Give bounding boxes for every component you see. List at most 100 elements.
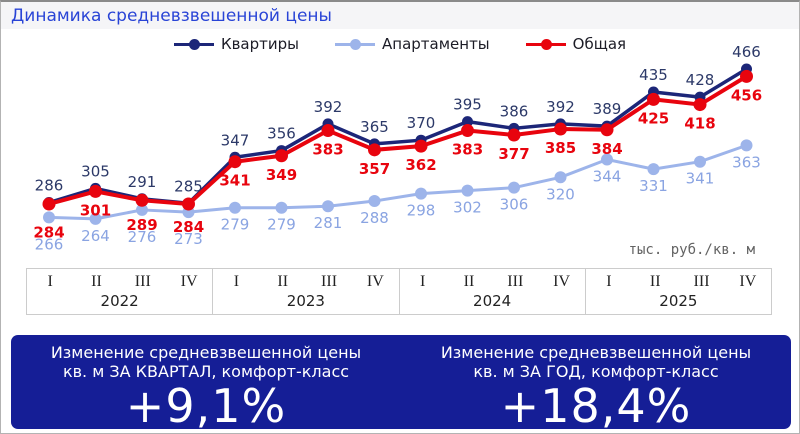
axis-quarter-label: II	[649, 273, 661, 290]
kpi-quarter-value: +9,1%	[125, 379, 287, 433]
label-obshchaya-9: 383	[452, 141, 483, 159]
label-kvartiry-6: 392	[314, 98, 343, 116]
label-obshchaya-11: 385	[545, 139, 576, 157]
axis-year-label: 2022	[100, 292, 139, 310]
label-apartamenty-1: 264	[81, 227, 110, 245]
label-apartamenty-7: 288	[360, 209, 389, 227]
point-apartamenty-2022-I	[43, 211, 55, 224]
point-apartamenty-2025-I	[601, 153, 613, 166]
label-obshchaya-13: 425	[638, 109, 669, 127]
legend-label: Квартиры	[220, 35, 299, 53]
label-kvartiry-11: 392	[546, 98, 575, 116]
label-kvartiry-7: 365	[360, 118, 389, 136]
label-obshchaya-6: 383	[312, 141, 343, 159]
legend-label: Общая	[572, 35, 627, 53]
label-kvartiry-5: 356	[267, 125, 296, 143]
legend-item-apartamenty: Апартаменты	[335, 35, 490, 53]
point-obshchaya-2024-III	[507, 128, 521, 142]
label-obshchaya-12: 384	[591, 140, 622, 158]
label-obshchaya-2: 289	[126, 216, 157, 234]
line-obshchaya	[48, 74, 748, 206]
label-apartamenty-8: 298	[407, 202, 436, 220]
label-apartamenty-11: 320	[546, 185, 575, 203]
label-kvartiry-1: 305	[81, 162, 110, 180]
line-apartamenty	[48, 143, 747, 221]
point-obshchaya-2025-I	[600, 123, 614, 137]
axis-quarter-label: III	[507, 273, 524, 290]
label-apartamenty-6: 281	[314, 214, 343, 232]
axis-quarter-row: I II III IV	[213, 269, 398, 292]
axis-quarter-label: I	[419, 273, 426, 290]
axis-year-label: 2025	[659, 292, 698, 310]
axis-quarter-row: I II III IV	[27, 269, 212, 292]
label-kvartiry-12: 389	[593, 100, 622, 118]
label-obshchaya-1: 301	[80, 201, 111, 219]
label-kvartiry-8: 370	[407, 114, 436, 132]
point-obshchaya-2024-II	[461, 124, 474, 138]
label-kvartiry-0: 286	[35, 177, 64, 195]
label-kvartiry-10: 386	[500, 102, 529, 120]
legend-item-obshchaya: Общая	[525, 35, 627, 53]
axis-quarter-label: I	[233, 273, 240, 290]
title-band	[1, 2, 799, 29]
point-obshchaya-2023-IV	[368, 143, 381, 157]
point-obshchaya-2022-III	[135, 193, 149, 207]
point-apartamenty-2024-III	[508, 181, 520, 194]
point-apartamenty-2023-IV	[368, 195, 381, 208]
label-obshchaya-10: 377	[498, 145, 529, 163]
label-apartamenty-4: 279	[221, 216, 250, 234]
label-apartamenty-13: 331	[639, 177, 668, 195]
label-kvartiry-4: 347	[221, 131, 250, 149]
unit-label: тыс. руб./кв. м	[628, 242, 755, 258]
axis-quarter-label: IV	[739, 273, 757, 290]
label-obshchaya-15: 456	[731, 86, 762, 104]
point-apartamenty-2025-IV	[740, 139, 753, 152]
axis-year-group-2024: I II III IV 2024	[398, 269, 585, 314]
label-apartamenty-9: 302	[453, 199, 482, 217]
legend-marker-icon	[335, 38, 375, 51]
label-kvartiry-2: 291	[128, 173, 157, 191]
axis-quarter-label: IV	[366, 273, 384, 290]
kpi-year-line1: Изменение средневзвешенной цены	[440, 343, 752, 362]
point-apartamenty-2023-II	[275, 201, 288, 214]
axis-quarter-label: IV	[180, 273, 198, 290]
label-kvartiry-15: 466	[732, 43, 761, 61]
label-obshchaya-0: 284	[33, 223, 64, 241]
axis-quarter-label: III	[321, 273, 338, 290]
axis-quarter-label: II	[91, 273, 102, 290]
axis-quarter-label: I	[47, 273, 53, 290]
label-obshchaya-4: 341	[219, 172, 250, 190]
label-obshchaya-14: 418	[684, 115, 715, 133]
kpi-year-line2: кв. м ЗА ГОД, комфорт-класс	[473, 362, 719, 381]
chart-legend: Квартиры Апартаменты Общая	[1, 35, 799, 53]
kpi-year-value: +18,4%	[500, 379, 692, 433]
kpi-quarter-change: Изменение средневзвешенной цены кв. м ЗА…	[11, 335, 401, 433]
label-apartamenty-2: 276	[128, 228, 157, 246]
point-apartamenty-2025-III	[694, 155, 706, 168]
x-axis-year-quarter-table: I II III IV 2022 I II III IV 2023 I II III IV 2024 I II I…	[26, 268, 772, 315]
axis-year-group-2025: I II III IV 2025	[584, 269, 771, 314]
axis-quarter-label: II	[463, 273, 475, 290]
legend-label: Апартаменты	[382, 35, 490, 53]
point-obshchaya-2025-III	[693, 98, 707, 112]
point-obshchaya-2023-II	[275, 149, 288, 163]
axis-year-label: 2024	[473, 292, 512, 310]
point-apartamenty-2025-II	[647, 163, 660, 176]
axis-quarter-row: I II III IV	[586, 269, 771, 292]
point-apartamenty-2024-IV	[554, 171, 567, 184]
legend-item-kvartiry: Квартиры	[173, 35, 299, 53]
label-apartamenty-12: 344	[593, 167, 622, 185]
axis-quarter-label: I	[606, 273, 612, 290]
label-obshchaya-8: 362	[405, 156, 436, 174]
label-obshchaya-3: 284	[173, 218, 204, 236]
axis-quarter-label: III	[693, 273, 710, 290]
label-obshchaya-7: 357	[359, 160, 390, 178]
point-apartamenty-2024-I	[415, 187, 427, 200]
point-obshchaya-2025-IV	[740, 69, 753, 83]
point-obshchaya-2024-IV	[554, 122, 567, 136]
point-apartamenty-2023-III	[322, 200, 334, 213]
kpi-year-change: Изменение средневзвешенной цены кв. м ЗА…	[401, 335, 791, 433]
label-apartamenty-0: 266	[35, 235, 64, 253]
axis-quarter-label: II	[277, 273, 289, 290]
label-obshchaya-5: 349	[266, 166, 297, 184]
